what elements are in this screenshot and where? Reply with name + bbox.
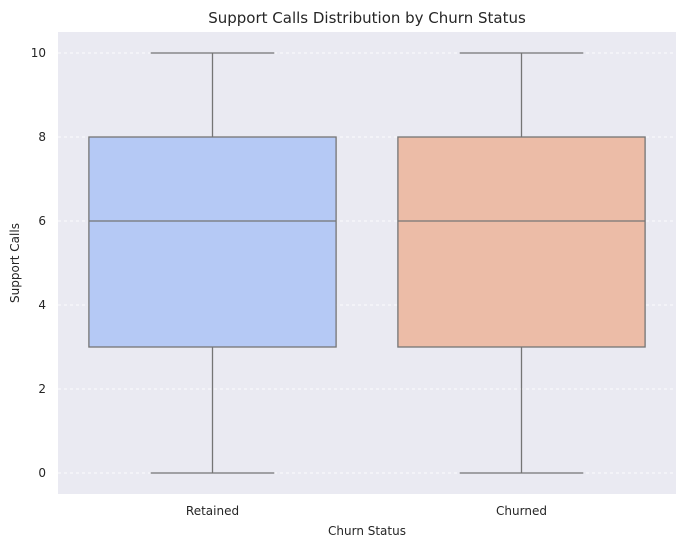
y-tick-label: 2 xyxy=(38,382,46,396)
x-axis-label: Churn Status xyxy=(328,524,406,538)
y-tick-label: 0 xyxy=(38,466,46,480)
box-churned xyxy=(397,52,646,474)
box-retained xyxy=(88,52,337,474)
y-tick-label: 10 xyxy=(31,46,46,60)
chart-title: Support Calls Distribution by Churn Stat… xyxy=(208,9,526,27)
x-tick-label: Churned xyxy=(496,504,547,518)
y-tick-label: 8 xyxy=(38,130,46,144)
x-tick-label: Retained xyxy=(186,504,239,518)
iqr-box xyxy=(88,136,337,348)
y-tick-label: 6 xyxy=(38,214,46,228)
box-group xyxy=(88,52,646,474)
y-axis-ticks: 0 2 4 6 8 10 xyxy=(31,46,46,480)
y-tick-label: 4 xyxy=(38,298,46,312)
x-axis-ticks: Retained Churned xyxy=(186,504,547,518)
y-axis-label: Support Calls xyxy=(8,223,22,303)
iqr-box xyxy=(397,136,646,348)
